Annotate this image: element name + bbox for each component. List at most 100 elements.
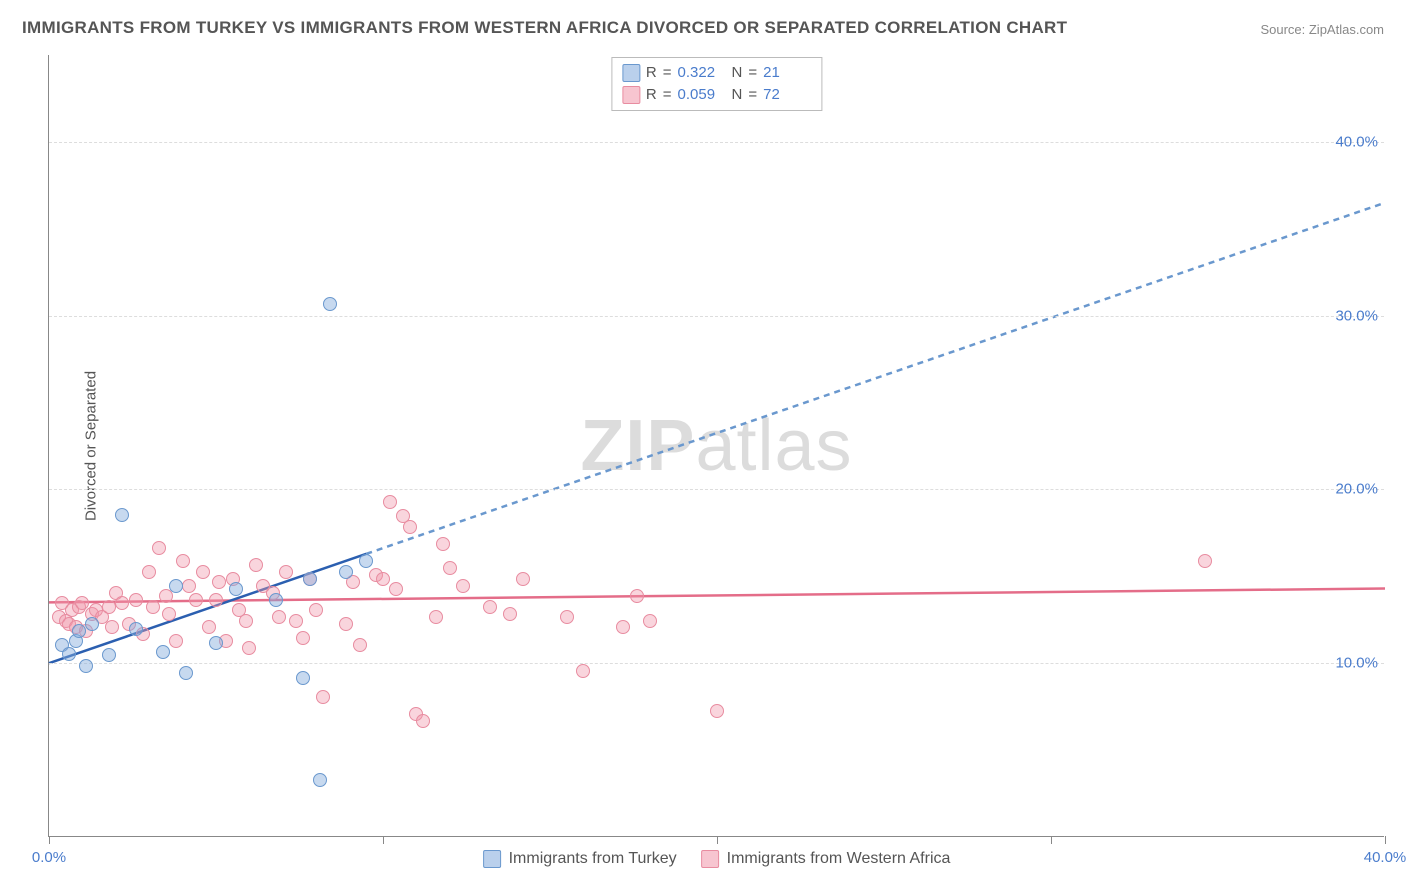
grid-line: [49, 489, 1384, 490]
n-value: 21: [763, 62, 811, 84]
trend-line: [366, 203, 1385, 554]
data-point: [389, 582, 403, 596]
data-point: [209, 636, 223, 650]
data-point: [129, 593, 143, 607]
equals-sign: =: [663, 84, 672, 106]
x-tick-label: 40.0%: [1364, 849, 1406, 866]
data-point: [630, 589, 644, 603]
data-point: [242, 641, 256, 655]
equals-sign: =: [748, 62, 757, 84]
x-tick: [1385, 836, 1386, 844]
stats-row-b: R = 0.059 N = 72: [622, 84, 811, 106]
data-point: [179, 666, 193, 680]
data-point: [176, 554, 190, 568]
data-point: [643, 614, 657, 628]
data-point: [115, 508, 129, 522]
swatch-icon: [622, 86, 640, 104]
data-point: [309, 603, 323, 617]
stats-row-a: R = 0.322 N = 21: [622, 62, 811, 84]
data-point: [162, 607, 176, 621]
r-label: R: [646, 62, 657, 84]
data-point: [169, 579, 183, 593]
data-point: [516, 572, 530, 586]
data-point: [212, 575, 226, 589]
data-point: [115, 596, 129, 610]
grid-line: [49, 663, 1384, 664]
swatch-icon: [701, 850, 719, 868]
n-label: N: [732, 84, 743, 106]
r-label: R: [646, 84, 657, 106]
data-point: [296, 631, 310, 645]
n-value: 72: [763, 84, 811, 106]
x-tick-label: 0.0%: [32, 849, 66, 866]
swatch-icon: [483, 850, 501, 868]
x-tick: [717, 836, 718, 844]
legend-label: Immigrants from Western Africa: [727, 850, 951, 868]
data-point: [152, 541, 166, 555]
y-tick-label: 40.0%: [1335, 133, 1378, 150]
data-point: [279, 565, 293, 579]
data-point: [376, 572, 390, 586]
data-point: [102, 600, 116, 614]
equals-sign: =: [748, 84, 757, 106]
data-point: [616, 620, 630, 634]
data-point: [142, 565, 156, 579]
data-point: [229, 582, 243, 596]
y-tick-label: 30.0%: [1335, 307, 1378, 324]
data-point: [272, 610, 286, 624]
equals-sign: =: [663, 62, 672, 84]
data-point: [429, 610, 443, 624]
data-point: [196, 565, 210, 579]
data-point: [339, 565, 353, 579]
source-attribution: Source: ZipAtlas.com: [1260, 22, 1384, 37]
data-point: [416, 714, 430, 728]
grid-line: [49, 142, 1384, 143]
data-point: [269, 593, 283, 607]
swatch-icon: [622, 64, 640, 82]
data-point: [316, 690, 330, 704]
data-point: [182, 579, 196, 593]
trend-lines: [49, 55, 1384, 836]
data-point: [303, 572, 317, 586]
data-point: [483, 600, 497, 614]
data-point: [456, 579, 470, 593]
data-point: [169, 634, 183, 648]
stats-legend-box: R = 0.322 N = 21 R = 0.059 N = 72: [611, 57, 822, 111]
x-tick: [49, 836, 50, 844]
data-point: [129, 622, 143, 636]
data-point: [296, 671, 310, 685]
data-point: [313, 773, 327, 787]
data-point: [560, 610, 574, 624]
data-point: [1198, 554, 1212, 568]
x-tick: [1051, 836, 1052, 844]
data-point: [396, 509, 410, 523]
legend-item-b: Immigrants from Western Africa: [701, 850, 951, 868]
data-point: [85, 617, 99, 631]
data-point: [249, 558, 263, 572]
data-point: [339, 617, 353, 631]
chart-title: IMMIGRANTS FROM TURKEY VS IMMIGRANTS FRO…: [22, 18, 1067, 38]
n-label: N: [732, 62, 743, 84]
data-point: [79, 659, 93, 673]
data-point: [383, 495, 397, 509]
y-tick-label: 20.0%: [1335, 481, 1378, 498]
data-point: [359, 554, 373, 568]
legend-item-a: Immigrants from Turkey: [483, 850, 677, 868]
data-point: [353, 638, 367, 652]
data-point: [189, 593, 203, 607]
grid-line: [49, 316, 1384, 317]
data-point: [102, 648, 116, 662]
plot-area: ZIPatlas R = 0.322 N = 21 R = 0.059 N = …: [49, 55, 1384, 836]
legend-label: Immigrants from Turkey: [509, 850, 677, 868]
data-point: [503, 607, 517, 621]
data-point: [209, 593, 223, 607]
r-value: 0.059: [678, 84, 726, 106]
data-point: [72, 624, 86, 638]
data-point: [323, 297, 337, 311]
chart-frame: ZIPatlas R = 0.322 N = 21 R = 0.059 N = …: [48, 55, 1384, 837]
data-point: [289, 614, 303, 628]
data-point: [105, 620, 119, 634]
data-point: [156, 645, 170, 659]
data-point: [146, 600, 160, 614]
r-value: 0.322: [678, 62, 726, 84]
